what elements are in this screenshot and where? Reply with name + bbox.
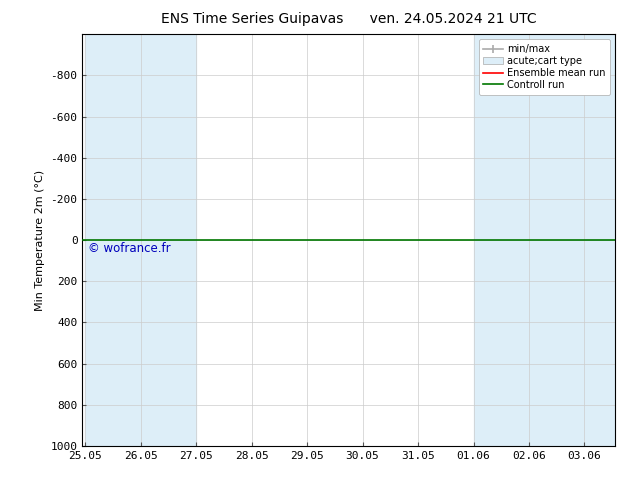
Bar xyxy=(141,34,196,446)
Legend: min/max, acute;cart type, Ensemble mean run, Controll run: min/max, acute;cart type, Ensemble mean … xyxy=(479,39,610,95)
Text: © wofrance.fr: © wofrance.fr xyxy=(87,242,171,255)
Bar xyxy=(85,34,141,446)
Bar xyxy=(474,34,529,446)
Bar xyxy=(585,34,634,446)
Bar xyxy=(529,34,585,446)
Title: ENS Time Series Guipavas      ven. 24.05.2024 21 UTC: ENS Time Series Guipavas ven. 24.05.2024… xyxy=(161,12,536,26)
Y-axis label: Min Temperature 2m (°C): Min Temperature 2m (°C) xyxy=(35,170,45,311)
